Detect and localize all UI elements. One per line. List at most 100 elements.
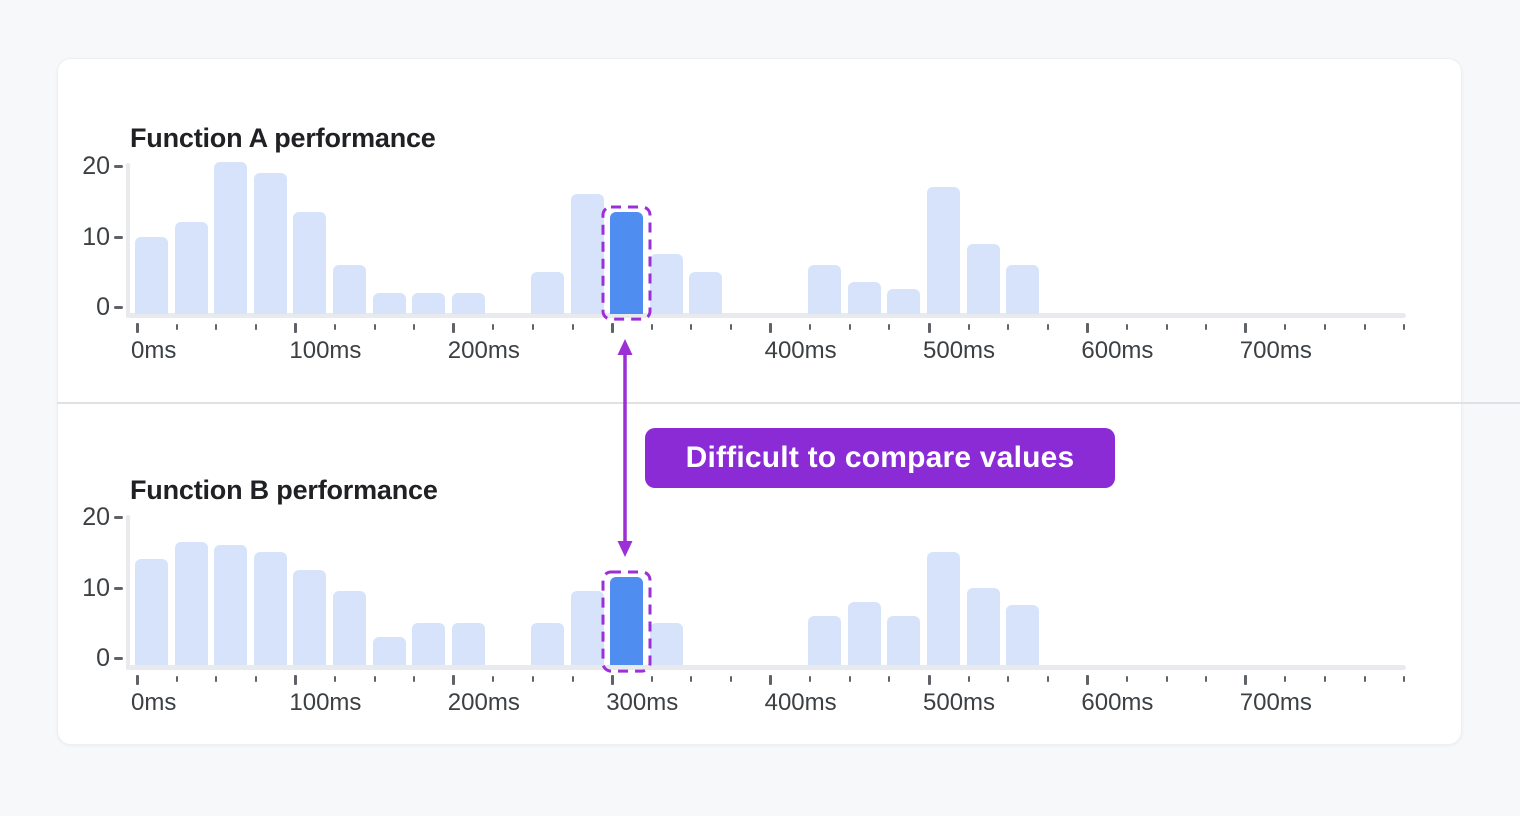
- x-tick-label: 600ms: [1081, 337, 1154, 364]
- x-minor-tick: [690, 324, 693, 330]
- bar: [412, 622, 446, 665]
- bar: [808, 264, 842, 314]
- bar: [174, 541, 208, 665]
- highlighted-bar: [610, 211, 644, 314]
- annotation-label: Difficult to compare values: [645, 428, 1115, 488]
- bar: [372, 292, 406, 314]
- x-minor-tick: [413, 676, 416, 682]
- y-tick-mark: [114, 306, 123, 309]
- x-minor-tick: [492, 324, 495, 330]
- bar: [887, 289, 921, 314]
- x-minor-tick: [1363, 324, 1366, 330]
- bar: [570, 194, 604, 314]
- x-minor-tick: [1126, 324, 1128, 330]
- x-major-tick: [610, 323, 614, 333]
- bar: [808, 615, 842, 665]
- x-minor-tick: [650, 324, 653, 330]
- highlight-outline: [601, 205, 652, 321]
- x-tick-label: 0ms: [131, 689, 177, 716]
- x-tick-label: 100ms: [289, 337, 362, 364]
- x-tick-label: 300ms: [606, 689, 679, 716]
- x-minor-tick: [1126, 676, 1128, 682]
- chart-a-title: Function A performance: [130, 123, 436, 154]
- x-major-tick: [1244, 675, 1248, 685]
- x-minor-tick: [1324, 324, 1326, 330]
- x-major-tick: [927, 675, 931, 685]
- x-tick-label: 200ms: [447, 689, 520, 716]
- bar: [333, 591, 366, 665]
- bar: [135, 236, 168, 314]
- bar: [174, 222, 208, 314]
- x-minor-tick: [809, 676, 812, 682]
- x-minor-tick: [848, 676, 851, 682]
- y-tick-mark: [114, 516, 123, 519]
- bar: [689, 271, 723, 314]
- bar: [531, 622, 564, 665]
- x-minor-tick: [730, 324, 732, 330]
- x-major-tick: [927, 323, 931, 333]
- x-minor-tick: [809, 324, 812, 330]
- x-tick-label: 200ms: [447, 337, 520, 364]
- x-minor-tick: [334, 676, 336, 682]
- x-minor-tick: [888, 324, 891, 330]
- x-minor-tick: [492, 676, 495, 682]
- x-minor-tick: [1403, 324, 1406, 330]
- x-major-tick: [769, 323, 773, 333]
- x-major-tick: [769, 675, 773, 685]
- x-minor-tick: [1284, 676, 1287, 682]
- x-major-tick: [452, 323, 456, 333]
- y-tick-label: 10: [82, 573, 110, 602]
- x-minor-tick: [175, 676, 178, 682]
- y-tick-mark: [114, 165, 123, 168]
- x-minor-tick: [967, 324, 970, 330]
- comparison-arrow: [617, 339, 633, 557]
- bar: [927, 187, 960, 314]
- x-minor-tick: [1007, 324, 1010, 330]
- bar: [847, 282, 881, 314]
- bar: [293, 569, 327, 665]
- highlighted-bar: [610, 576, 644, 665]
- x-minor-tick: [1165, 676, 1168, 682]
- x-major-tick: [1244, 323, 1248, 333]
- x-minor-tick: [1046, 676, 1049, 682]
- x-minor-tick: [254, 324, 257, 330]
- x-minor-tick: [1205, 676, 1208, 682]
- x-minor-tick: [254, 676, 257, 682]
- x-minor-tick: [730, 676, 732, 682]
- chart-b-title: Function B performance: [130, 475, 438, 506]
- x-minor-tick: [1007, 676, 1010, 682]
- x-minor-tick: [1363, 676, 1366, 682]
- x-major-tick: [135, 323, 139, 333]
- x-tick-label: 500ms: [923, 689, 996, 716]
- x-minor-tick: [650, 676, 653, 682]
- x-minor-tick: [571, 324, 574, 330]
- bar: [847, 601, 881, 665]
- x-tick-label: 400ms: [764, 689, 837, 716]
- bar: [451, 292, 485, 314]
- x-tick-label: 500ms: [923, 337, 996, 364]
- x-tick-label: 700ms: [1239, 689, 1312, 716]
- x-minor-tick: [334, 324, 336, 330]
- bar: [214, 162, 248, 314]
- bar: [649, 254, 683, 314]
- bar: [372, 636, 406, 665]
- x-minor-tick: [1403, 676, 1406, 682]
- bar: [135, 559, 168, 665]
- bar: [927, 552, 960, 665]
- x-minor-tick: [888, 676, 891, 682]
- section-divider: [57, 402, 1520, 404]
- x-major-tick: [135, 675, 139, 685]
- bar: [649, 622, 683, 665]
- x-major-tick: [1085, 323, 1089, 333]
- bar: [966, 243, 1000, 314]
- bar: [412, 292, 446, 314]
- y-tick-label: 0: [96, 644, 110, 672]
- x-tick-label: 100ms: [289, 689, 362, 716]
- bar: [1006, 264, 1040, 314]
- bar: [293, 211, 327, 314]
- x-minor-tick: [690, 676, 693, 682]
- x-minor-tick: [532, 324, 534, 330]
